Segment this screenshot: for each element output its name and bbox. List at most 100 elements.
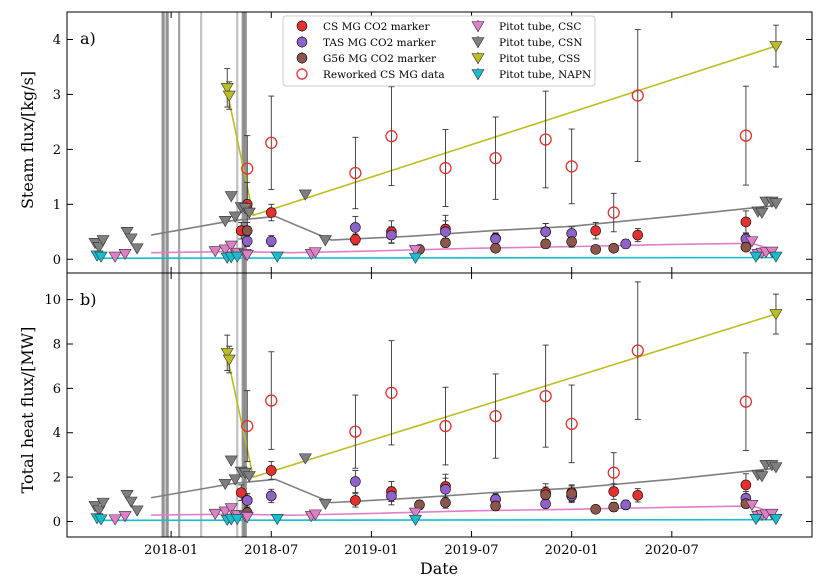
reworked-cs-mg-data-point-1 (265, 136, 278, 149)
pitot-tube-css-point-1 (222, 90, 236, 102)
pitot-tube-napn-point-1 (94, 514, 108, 526)
cs-mg-co2-marker-point-11 (740, 479, 752, 491)
g56-mg-co2-marker-point-6 (590, 503, 602, 515)
pitot-tube-csc-point-0 (108, 514, 122, 526)
tas-mg-co2-marker-point-8 (620, 499, 632, 511)
pitot-tube-css-point-0 (220, 83, 234, 95)
pitot-tube-csn-point-12 (298, 189, 312, 201)
reworked-cs-mg-data-point-8 (607, 466, 620, 479)
pitot-tube-csc-point-3 (218, 244, 232, 256)
legend-marker-1 (296, 36, 308, 48)
y-tick-label-b-1: 2 (53, 471, 61, 486)
x-tick-label-2: 2019-01 (344, 543, 398, 558)
y-axis-label-heat: Total heat flux/[MW] (18, 327, 37, 494)
pitot-tube-csn-point-6 (218, 216, 232, 228)
g56-mg-co2-marker-point-4 (540, 238, 551, 250)
cs-mg-co2-marker-point-10 (740, 216, 752, 228)
pitot-tube-csn-point-15 (755, 207, 769, 219)
pitot-tube-csn-point-8 (228, 474, 242, 486)
panel-b-frame (66, 272, 813, 538)
pitot-tube-csn-point-4 (124, 496, 138, 508)
tas-mg-co2-marker-point-5 (490, 233, 501, 245)
reworked-cs-mg-data-point-10 (739, 129, 753, 142)
pitot-tube-csc-point-1 (118, 248, 132, 261)
pitot-tube-napn-point-5 (270, 514, 284, 526)
pitot-tube-csc-point-4 (224, 240, 238, 252)
cs-mg-co2-marker-point-3 (350, 234, 361, 245)
reworked-cs-mg-data-point-0 (241, 162, 254, 175)
tas-mg-co2-marker-point-3 (386, 490, 397, 502)
reworked-cs-mg-data-point-5 (489, 409, 502, 423)
pitot-tube-csc-point-9 (308, 247, 322, 259)
napn-trend-line (95, 518, 776, 522)
pitot-tube-csn-point-6 (218, 478, 232, 491)
pitot-tube-csn-point-5 (130, 505, 144, 517)
x-tick-label-0: 2018-01 (144, 543, 198, 558)
legend-marker-3 (296, 68, 308, 80)
pitot-tube-csc-point-3 (218, 506, 232, 518)
pitot-tube-napn-point-7 (749, 514, 763, 526)
legend-label-2: G56 MG CO2 marker (323, 53, 437, 65)
pitot-tube-csn-point-13 (318, 235, 332, 247)
legend-marker-6 (471, 53, 485, 65)
reworked-cs-mg-data-point-0 (241, 419, 254, 433)
legend-label-3: Reworked CS MG data (323, 69, 445, 81)
tas-mg-co2-marker-point-3 (386, 229, 397, 241)
pitot-tube-csn-point-1 (92, 242, 106, 254)
cs-mg-co2-marker-point-2 (265, 207, 277, 218)
g56-mg-co2-marker-point-5 (566, 236, 577, 247)
g56-mg-co2-marker-point-3 (490, 242, 501, 254)
pitot-tube-csn-point-3 (120, 490, 134, 502)
pitot-tube-csn-point-5 (130, 243, 144, 255)
reworked-cs-mg-data-point-7 (565, 417, 578, 431)
pitot-tube-napn-point-1 (94, 251, 108, 263)
reworked-cs-mg-data-point-1 (265, 394, 278, 407)
pitot-tube-napn-point-6 (408, 514, 422, 526)
y-tick-label-a-2: 2 (53, 143, 61, 158)
pitot-tube-csc-point-11 (745, 500, 759, 512)
legend-marker-4 (471, 21, 485, 33)
pitot-tube-csn-point-3 (120, 226, 134, 239)
pitot-tube-csn-point-2 (96, 235, 110, 247)
reworked-cs-mg-data-point-2 (349, 166, 362, 180)
reworked-cs-mg-data-point-4 (439, 419, 452, 433)
y-tick-label-a-3: 3 (53, 88, 61, 103)
tas-mg-co2-marker-point-1 (265, 490, 277, 502)
legend-label-6: Pitot tube, CSS (499, 53, 580, 65)
csn-trend-line (150, 467, 777, 504)
pitot-tube-csc-point-7 (240, 512, 254, 524)
pitot-tube-csn-point-7 (224, 191, 238, 203)
pitot-tube-csn-point-1 (92, 505, 106, 517)
tas-mg-co2-marker-point-4 (440, 484, 451, 495)
g56-mg-co2-marker-point-4 (540, 489, 551, 501)
y-tick-label-a-1: 1 (53, 198, 61, 213)
y-tick-label-b-0: 0 (53, 515, 61, 530)
pitot-tube-napn-point-8 (769, 514, 783, 526)
reworked-cs-mg-data-point-6 (539, 389, 552, 403)
cs-mg-co2-marker-point-3 (350, 495, 361, 506)
y-tick-label-b-3: 6 (53, 382, 61, 397)
g56-mg-co2-marker-point-6 (590, 244, 602, 255)
cs-mg-co2-marker-point-9 (632, 229, 644, 241)
pitot-tube-csc-point-0 (108, 251, 122, 263)
pitot-tube-csn-point-11 (242, 207, 256, 219)
pitot-tube-csn-point-15 (755, 471, 769, 483)
legend-box (282, 15, 596, 87)
pitot-tube-csn-point-13 (318, 498, 332, 511)
y-axis-label-steam: Steam flux/[kg/s] (18, 71, 37, 209)
tas-mg-co2-marker-point-1 (265, 235, 277, 247)
pitot-tube-csn-point-12 (298, 453, 312, 465)
pitot-tube-napn-point-8 (769, 251, 783, 263)
csn-trend-line (150, 204, 777, 241)
reworked-cs-mg-data-point-6 (539, 133, 552, 146)
legend: CS MG CO2 marker TAS MG CO2 marker G56 MG … (282, 15, 596, 87)
panel-b-plot-area (88, 273, 783, 537)
legend-marker-5 (471, 37, 485, 49)
g56-mg-co2-marker-point-3 (490, 500, 501, 512)
pitot-tube-css-point-2 (769, 309, 783, 321)
css-trend-line (226, 313, 777, 479)
y-tick-label-b-2: 4 (53, 426, 61, 441)
legend-label-7: Pitot tube, NAPN (499, 69, 591, 81)
css-trend-line (226, 45, 777, 217)
